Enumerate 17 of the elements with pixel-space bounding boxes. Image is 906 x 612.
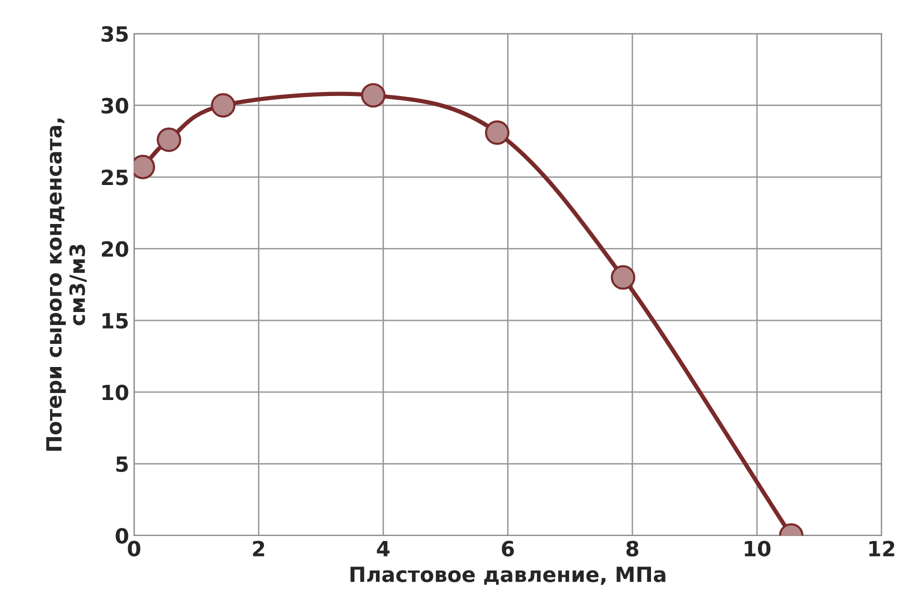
y-tick-label: 25 xyxy=(102,169,128,186)
x-tick-label: 2 xyxy=(253,540,264,556)
x-tick-label: 12 xyxy=(869,540,894,556)
x-tick-label: 6 xyxy=(502,540,514,556)
y-tick-label: 30 xyxy=(102,98,128,114)
y-tick-label: 35 xyxy=(102,26,128,42)
x-tick-label: 4 xyxy=(376,541,390,556)
x-tick-label: 0 xyxy=(128,540,140,556)
x-tick-label: 10 xyxy=(744,540,770,556)
x-axis-title: Пластовое давление, МПа xyxy=(350,566,666,585)
y-tick-label: 10 xyxy=(102,384,128,400)
y-tick-label: 20 xyxy=(102,241,128,257)
y-axis-title: Потери сырого конденсата, см3/м3 xyxy=(46,118,87,451)
y-tick-label: 0 xyxy=(116,528,128,544)
y-tick-label: 5 xyxy=(116,456,128,472)
x-tick-label: 8 xyxy=(626,540,638,556)
y-tick-label: 15 xyxy=(102,313,128,329)
